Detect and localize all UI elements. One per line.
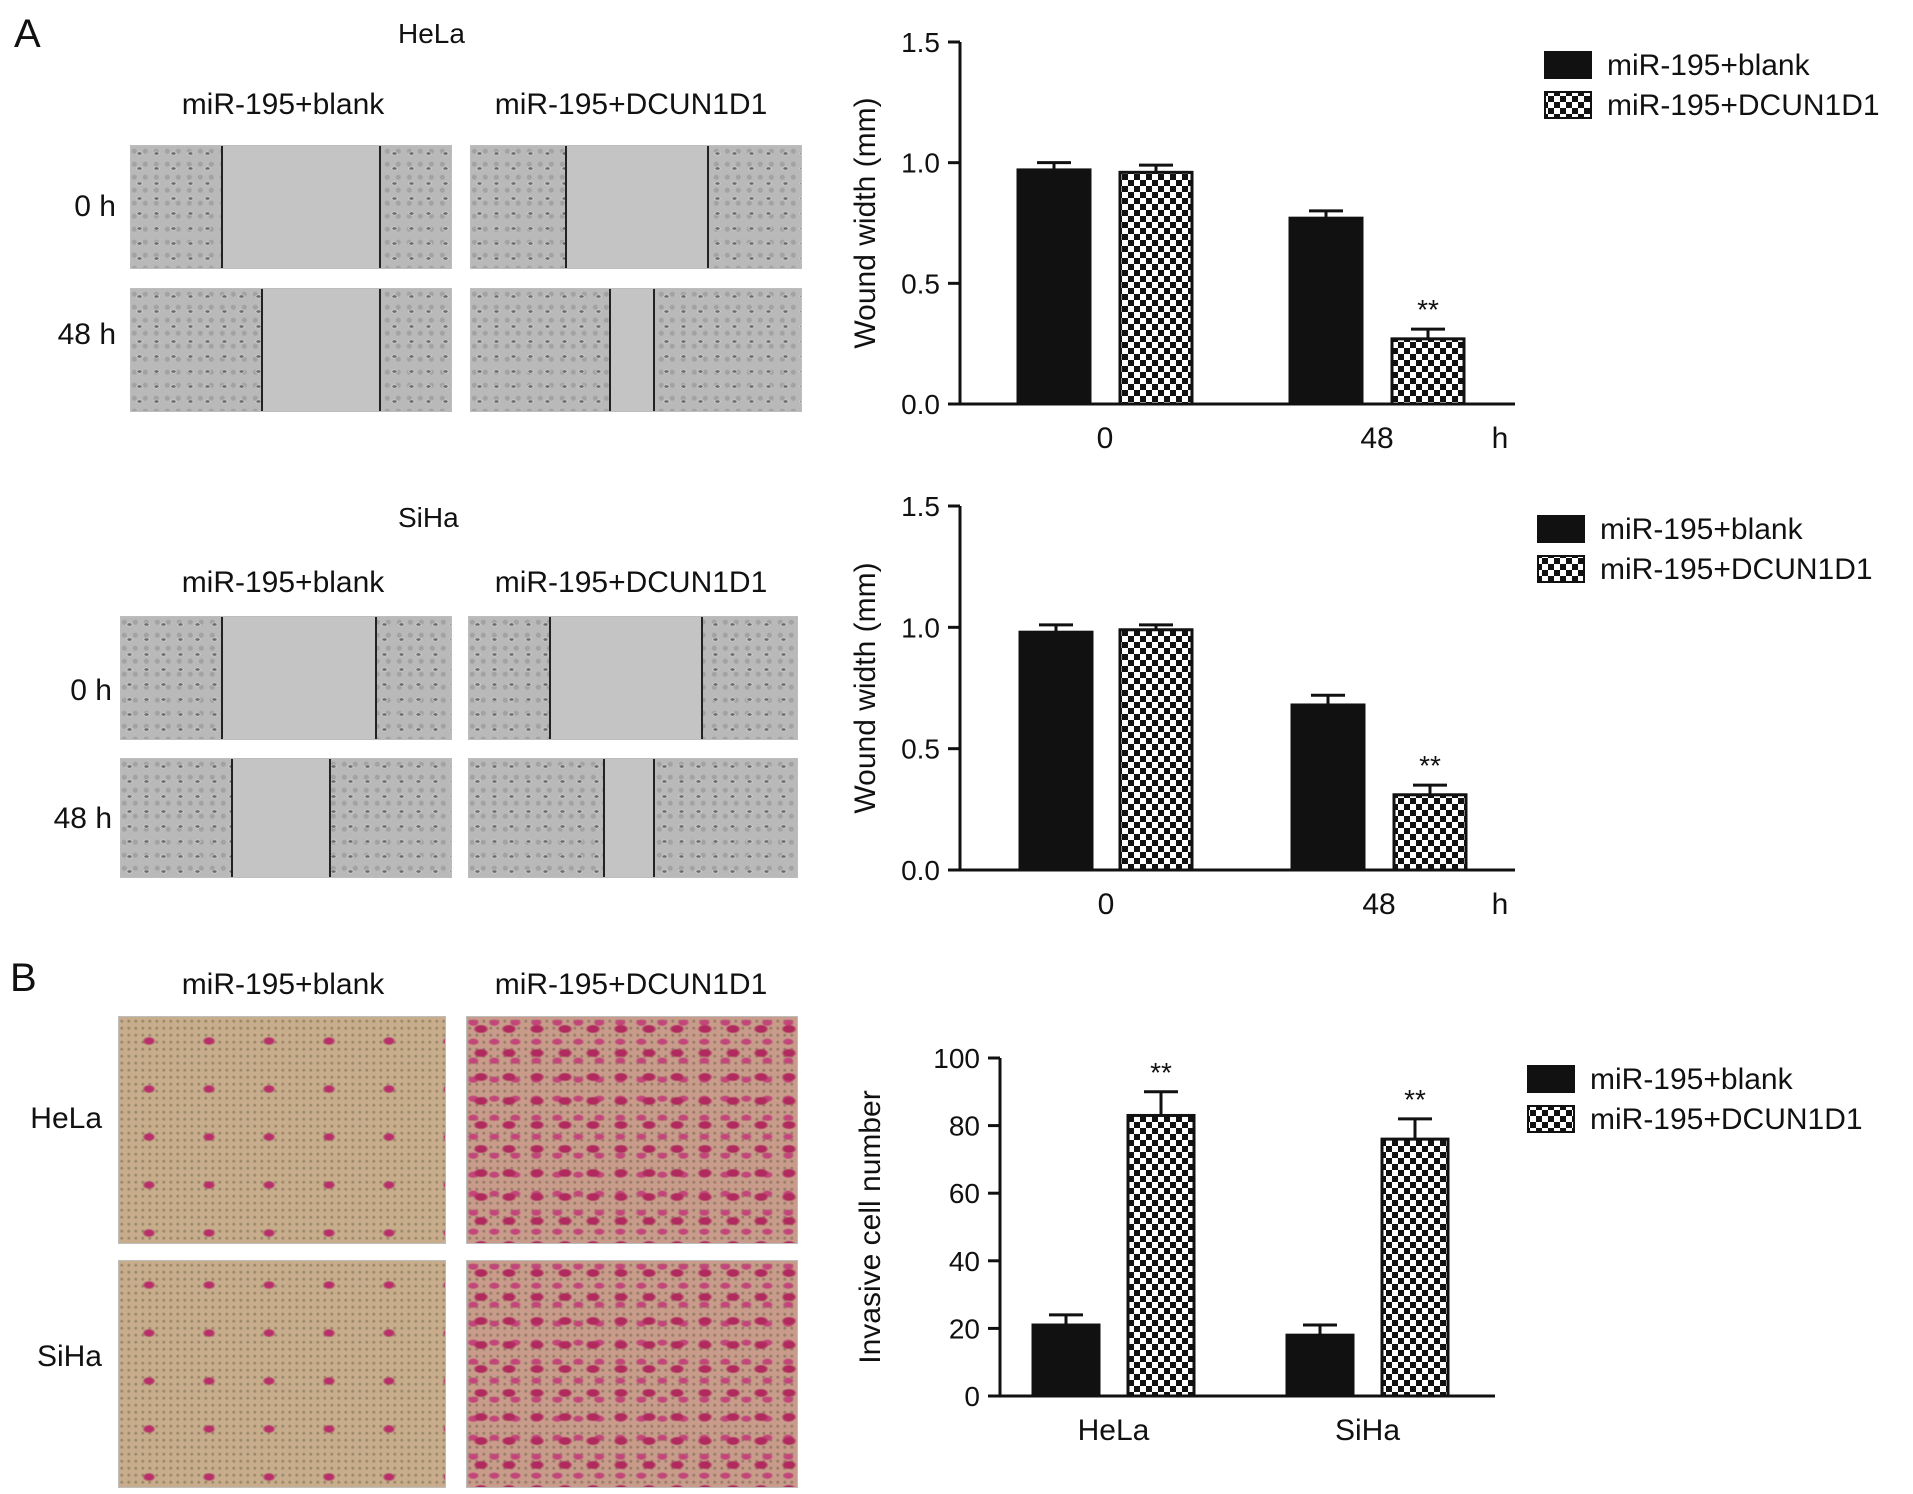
y-tick-label: 1.5 [901,27,940,58]
wound-gap [565,146,709,268]
hela-col-blank: miR-195+blank [181,88,385,121]
invasion-col-dcun1d1: miR-195+DCUN1D1 [494,968,768,1001]
x-tick-label: 48 [1362,888,1395,921]
bar [1392,793,1468,872]
x-tick-label: 0 [1097,422,1114,455]
y-tick-label: 1.5 [901,491,940,522]
panel-b-label: B [10,956,37,1000]
y-axis-label: Invasive cell number [854,1090,887,1363]
siha-col-dcun1d1: miR-195+DCUN1D1 [494,566,768,599]
significance-label: ** [1150,1057,1172,1088]
y-tick-label: 0 [964,1381,980,1412]
y-tick-label: 60 [949,1178,980,1209]
x-tick-label: SiHa [1335,1414,1400,1447]
hela-dcun1d1-48h-image [470,288,802,412]
wound-gap [221,617,377,739]
x-unit-label: h [1492,422,1509,455]
siha-wound-title: SiHa [398,502,459,533]
legend-label: miR-195+blank [1607,49,1811,82]
invasion-row-hela: HeLa [30,1102,102,1135]
wound-gap [231,759,331,877]
bar [1380,1137,1450,1398]
invasion-col-blank: miR-195+blank [181,968,385,1001]
y-tick-label: 40 [949,1246,980,1277]
legend-label: miR-195+DCUN1D1 [1600,553,1873,586]
y-tick-label: 100 [933,1043,980,1074]
invasion-row-siha: SiHa [36,1340,102,1373]
siha-row-0h: 0 h [70,674,112,707]
hela-col-dcun1d1: miR-195+DCUN1D1 [494,88,768,121]
wound-gap [261,289,381,411]
legend-swatch [1537,515,1585,543]
siha-blank-invasion-image [118,1260,446,1488]
legend-swatch [1544,91,1592,119]
panel-a-label: A [14,12,41,56]
hela-blank-48h-image [130,288,452,412]
legend-label: miR-195+DCUN1D1 [1590,1103,1863,1136]
y-tick-label: 0.5 [901,268,940,299]
hela-dcun1d1-0h-image [470,145,802,269]
y-tick-label: 80 [949,1111,980,1142]
y-axis-label: Wound width (mm) [849,562,882,813]
bar [1118,170,1194,406]
hela-wound-title: HeLa [398,18,465,49]
significance-label: ** [1404,1084,1426,1115]
bar [1390,337,1466,406]
y-tick-label: 1.0 [901,148,940,179]
x-unit-label: h [1492,888,1509,921]
siha-col-blank: miR-195+blank [181,566,385,599]
significance-label: ** [1417,294,1439,325]
wound-gap [549,617,703,739]
hela-blank-0h-image [130,145,452,269]
x-tick-label: HeLa [1078,1414,1150,1447]
siha-blank-0h-image [120,616,452,740]
hela-row-0h: 0 h [74,190,116,223]
bar [1288,216,1364,406]
siha-dcun1d1-invasion-image [466,1260,798,1488]
siha-wound-chart: 0.0 0.5 1.0 1.5 Wound width (mm) ** 0 48 h miR-19… [849,491,1873,921]
bar [1118,628,1194,872]
y-tick-label: 0.5 [901,734,940,765]
wound-gap [603,759,655,877]
y-axis-label: Wound width (mm) [849,97,882,348]
y-tick-label: 0.0 [901,389,940,420]
legend-label: miR-195+blank [1590,1063,1794,1096]
wound-gap [609,289,655,411]
bar [1290,703,1366,872]
hela-row-48h: 48 h [57,318,116,351]
siha-blank-48h-image [120,758,452,878]
legend-label: miR-195+DCUN1D1 [1607,89,1880,122]
bar [1031,1323,1101,1398]
x-tick-label: 0 [1098,888,1115,921]
legend-swatch [1527,1105,1575,1133]
x-tick-label: 48 [1360,422,1393,455]
significance-label: ** [1419,750,1441,781]
bar [1016,168,1092,406]
siha-row-48h: 48 h [53,802,112,835]
bar [1285,1333,1355,1398]
y-tick-label: 20 [949,1313,980,1344]
y-tick-label: 1.0 [901,612,940,643]
siha-dcun1d1-48h-image [468,758,798,878]
legend-swatch [1527,1065,1575,1093]
hela-blank-invasion-image [118,1016,446,1244]
hela-wound-chart: 0.0 0.5 1.0 1.5 Wound width (mm) ** 0 48 h miR-19… [849,27,1880,455]
wound-gap [221,146,381,268]
y-tick-label: 0.0 [901,855,940,886]
legend-label: miR-195+blank [1600,513,1804,546]
siha-dcun1d1-0h-image [468,616,798,740]
hela-dcun1d1-invasion-image [466,1016,798,1244]
legend-swatch [1537,555,1585,583]
bar [1018,630,1094,872]
invasion-chart: 0 20 40 60 80 100 Invasive cell number ** ** HeLa… [854,1043,1863,1447]
bar [1126,1113,1196,1398]
legend-swatch [1544,51,1592,79]
